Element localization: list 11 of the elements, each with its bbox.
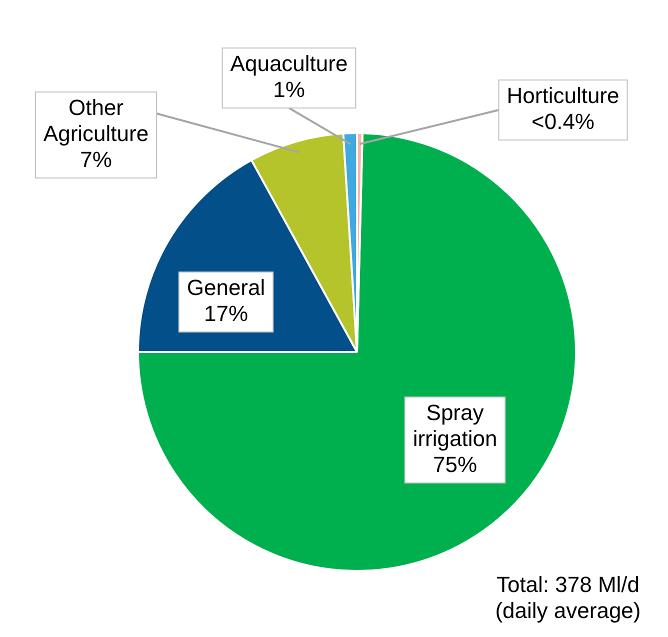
slice-label: General — [186, 275, 266, 300]
slice-label: Horticulture — [506, 83, 620, 108]
data-label: 75% — [432, 452, 478, 478]
slice-label: Aquaculture — [230, 51, 348, 76]
data-label: <0.4% — [532, 109, 594, 134]
text: Total: 378 Ml/d (daily average) — [494, 572, 642, 624]
slice-label: Spray irrigation — [412, 400, 498, 452]
data-label: 7% — [80, 147, 112, 172]
data-label: 17% — [204, 301, 248, 326]
slice-label: Other Agriculture — [43, 95, 149, 146]
data-label: 1% — [273, 77, 305, 102]
